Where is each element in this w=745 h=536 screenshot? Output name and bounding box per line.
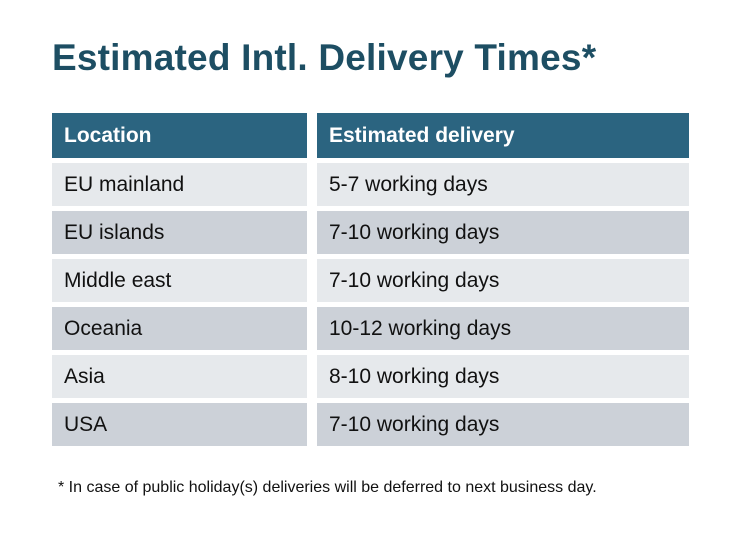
table-header-delivery: Estimated delivery [317, 113, 689, 158]
footnote: * In case of public holiday(s) deliverie… [58, 479, 597, 496]
table-row: Middle east 7-10 working days [52, 259, 689, 302]
location-cell: EU islands [52, 211, 307, 254]
delivery-cell: 5-7 working days [317, 163, 689, 206]
delivery-cell: 10-12 working days [317, 307, 689, 350]
delivery-cell: 7-10 working days [317, 259, 689, 302]
location-cell: Middle east [52, 259, 307, 302]
table-header-row: Location Estimated delivery [52, 113, 689, 158]
page-title: Estimated Intl. Delivery Times* [52, 37, 597, 78]
delivery-cell: 7-10 working days [317, 403, 689, 446]
delivery-times-table: Location Estimated delivery EU mainland … [52, 113, 689, 446]
table-row: Asia 8-10 working days [52, 355, 689, 398]
table-row: EU islands 7-10 working days [52, 211, 689, 254]
delivery-cell: 7-10 working days [317, 211, 689, 254]
table-row: Oceania 10-12 working days [52, 307, 689, 350]
location-cell: Oceania [52, 307, 307, 350]
table-row: EU mainland 5-7 working days [52, 163, 689, 206]
table-header-location: Location [52, 113, 307, 158]
delivery-cell: 8-10 working days [317, 355, 689, 398]
table-row: USA 7-10 working days [52, 403, 689, 446]
location-cell: USA [52, 403, 307, 446]
location-cell: Asia [52, 355, 307, 398]
location-cell: EU mainland [52, 163, 307, 206]
